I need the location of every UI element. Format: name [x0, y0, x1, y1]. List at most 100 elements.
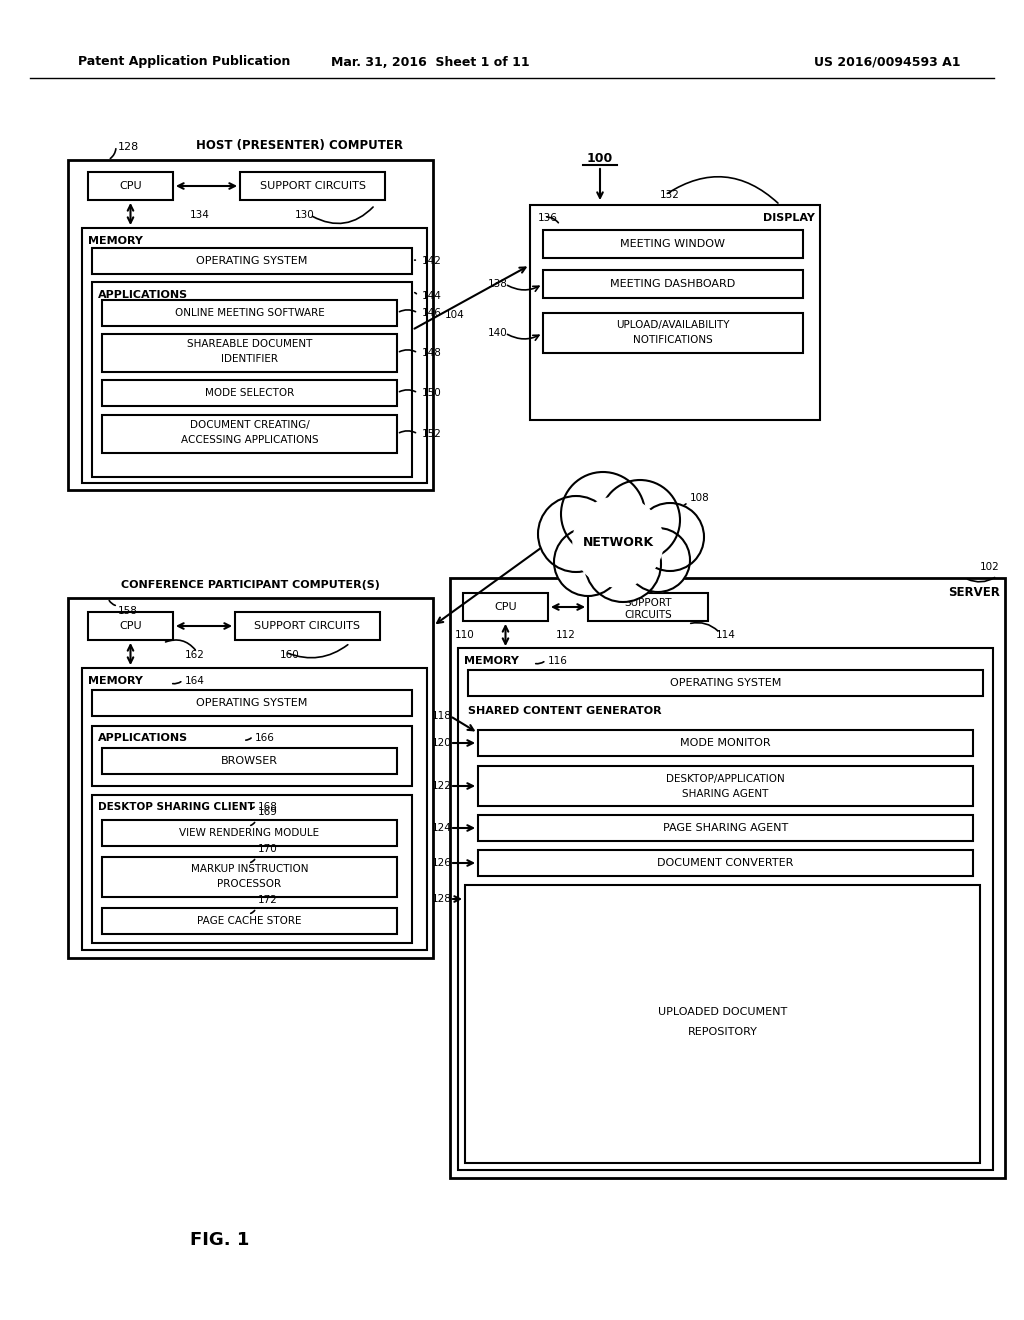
Text: DOCUMENT CREATING/: DOCUMENT CREATING/ — [189, 420, 309, 430]
Text: 104: 104 — [445, 310, 465, 319]
Circle shape — [585, 525, 662, 602]
Text: 160: 160 — [280, 649, 300, 660]
Text: FIG. 1: FIG. 1 — [190, 1232, 250, 1249]
Text: 168: 168 — [258, 803, 278, 812]
Text: 144: 144 — [422, 290, 442, 301]
Text: 124: 124 — [432, 822, 452, 833]
Text: DESKTOP/APPLICATION: DESKTOP/APPLICATION — [667, 774, 784, 784]
Bar — [543, 230, 803, 257]
Text: NETWORK: NETWORK — [583, 536, 653, 549]
Text: CPU: CPU — [495, 602, 517, 612]
Text: REPOSITORY: REPOSITORY — [687, 1027, 758, 1038]
Bar — [543, 313, 803, 352]
Text: 136: 136 — [538, 213, 558, 223]
Text: 148: 148 — [422, 348, 442, 358]
Bar — [240, 172, 385, 201]
Circle shape — [573, 498, 663, 587]
Bar — [68, 598, 433, 958]
Text: 162: 162 — [185, 649, 205, 660]
Bar — [82, 228, 427, 483]
Text: SERVER: SERVER — [948, 586, 1000, 599]
Text: 112: 112 — [556, 560, 575, 570]
Text: 140: 140 — [488, 327, 508, 338]
Bar — [458, 648, 993, 1170]
Bar — [478, 814, 973, 841]
Text: UPLOAD/AVAILABILITY: UPLOAD/AVAILABILITY — [616, 319, 730, 330]
Text: Mar. 31, 2016  Sheet 1 of 11: Mar. 31, 2016 Sheet 1 of 11 — [331, 55, 529, 69]
Text: VIEW RENDERING MODULE: VIEW RENDERING MODULE — [179, 828, 319, 838]
Text: CPU: CPU — [119, 620, 141, 631]
Text: OPERATING SYSTEM: OPERATING SYSTEM — [197, 698, 307, 708]
Text: 112: 112 — [556, 630, 575, 640]
Text: SUPPORT CIRCUITS: SUPPORT CIRCUITS — [255, 620, 360, 631]
Text: MEETING WINDOW: MEETING WINDOW — [621, 239, 725, 249]
Text: 128: 128 — [432, 894, 452, 904]
Text: US 2016/0094593 A1: US 2016/0094593 A1 — [813, 55, 961, 69]
Text: PAGE SHARING AGENT: PAGE SHARING AGENT — [663, 822, 788, 833]
Bar — [478, 850, 973, 876]
Text: DESKTOP SHARING CLIENT: DESKTOP SHARING CLIENT — [98, 803, 255, 812]
Circle shape — [626, 528, 690, 591]
Text: 138: 138 — [488, 279, 508, 289]
Bar — [465, 884, 980, 1163]
Text: MEMORY: MEMORY — [88, 676, 143, 686]
Text: 120: 120 — [432, 738, 452, 748]
Text: PROCESSOR: PROCESSOR — [217, 879, 282, 888]
Bar — [234, 612, 380, 640]
Bar — [102, 300, 397, 326]
Bar — [478, 730, 973, 756]
Bar — [102, 857, 397, 898]
Text: BROWSER: BROWSER — [221, 756, 278, 766]
Text: 170: 170 — [258, 843, 278, 854]
Text: OPERATING SYSTEM: OPERATING SYSTEM — [670, 678, 781, 688]
Bar — [102, 414, 397, 453]
Bar — [88, 612, 173, 640]
Text: 146: 146 — [422, 308, 442, 318]
Text: IDENTIFIER: IDENTIFIER — [221, 354, 278, 364]
Text: 158: 158 — [118, 606, 138, 616]
Circle shape — [561, 473, 645, 556]
Text: HOST (PRESENTER) COMPUTER: HOST (PRESENTER) COMPUTER — [197, 139, 403, 152]
Text: DISPLAY: DISPLAY — [763, 213, 815, 223]
Text: 166: 166 — [255, 733, 274, 743]
Text: SHARED CONTENT GENERATOR: SHARED CONTENT GENERATOR — [468, 706, 662, 715]
Text: OPERATING SYSTEM: OPERATING SYSTEM — [197, 256, 307, 267]
Bar — [92, 690, 412, 715]
Text: 152: 152 — [422, 429, 442, 440]
Text: SHARING AGENT: SHARING AGENT — [682, 789, 769, 799]
Bar — [463, 593, 548, 620]
Text: CPU: CPU — [119, 181, 141, 191]
Bar — [92, 282, 412, 477]
Bar — [102, 908, 397, 935]
Text: APPLICATIONS: APPLICATIONS — [98, 290, 188, 300]
Text: CIRCUITS: CIRCUITS — [624, 610, 672, 620]
Text: 122: 122 — [432, 781, 452, 791]
Text: DOCUMENT CONVERTER: DOCUMENT CONVERTER — [657, 858, 794, 869]
Bar — [92, 726, 412, 785]
Circle shape — [600, 480, 680, 560]
Text: SUPPORT CIRCUITS: SUPPORT CIRCUITS — [259, 181, 366, 191]
Bar — [102, 748, 397, 774]
Text: MEETING DASHBOARD: MEETING DASHBOARD — [610, 279, 735, 289]
Text: MODE MONITOR: MODE MONITOR — [680, 738, 771, 748]
Bar — [68, 160, 433, 490]
Text: 114: 114 — [716, 630, 736, 640]
Bar — [102, 380, 397, 407]
Bar — [92, 248, 412, 275]
Text: 108: 108 — [690, 492, 710, 503]
Text: CONFERENCE PARTICIPANT COMPUTER(S): CONFERENCE PARTICIPANT COMPUTER(S) — [121, 579, 380, 590]
Text: 142: 142 — [422, 256, 442, 267]
Bar — [88, 172, 173, 201]
Bar — [530, 205, 820, 420]
Text: 132: 132 — [660, 190, 680, 201]
Text: 172: 172 — [258, 895, 278, 906]
Text: 134: 134 — [190, 210, 210, 220]
Circle shape — [554, 528, 622, 597]
Text: UPLOADED DOCUMENT: UPLOADED DOCUMENT — [657, 1007, 787, 1016]
Text: SHAREABLE DOCUMENT: SHAREABLE DOCUMENT — [186, 339, 312, 348]
Text: PAGE CACHE STORE: PAGE CACHE STORE — [198, 916, 302, 927]
Bar — [102, 820, 397, 846]
Text: 126: 126 — [432, 858, 452, 869]
Text: SUPPORT: SUPPORT — [625, 598, 672, 609]
Text: ACCESSING APPLICATIONS: ACCESSING APPLICATIONS — [180, 436, 318, 445]
